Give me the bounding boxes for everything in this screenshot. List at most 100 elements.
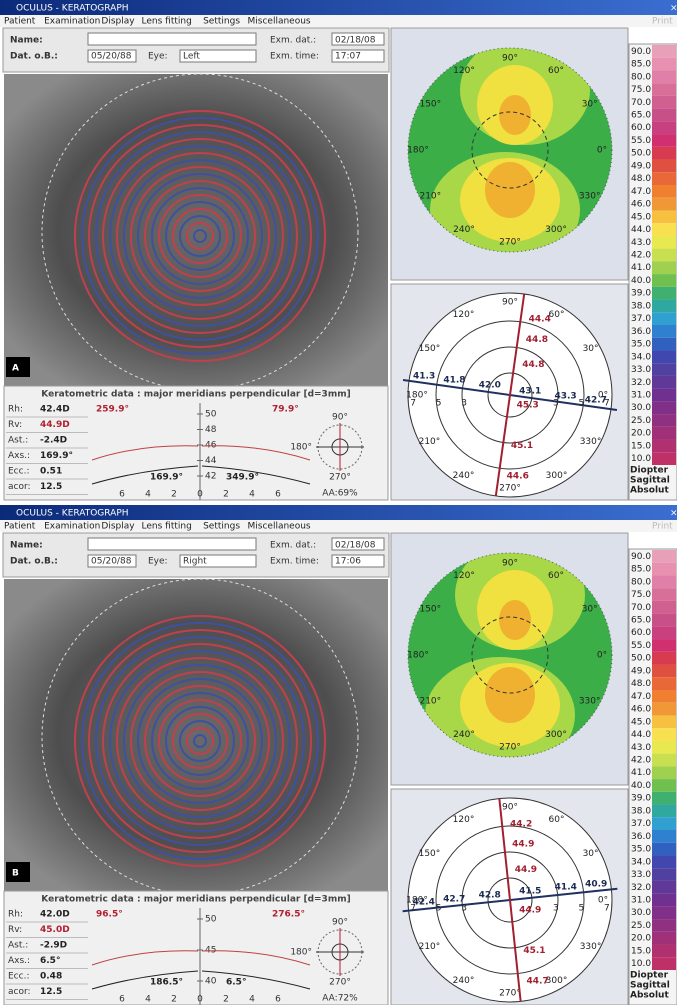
vertical-value: 44.7 [527, 977, 549, 987]
horizontal-value: 42.8 [479, 891, 501, 901]
scale-value: 39.0 [631, 794, 651, 804]
menu-item[interactable]: Display [101, 17, 135, 27]
menu-item[interactable]: Patient [4, 17, 36, 27]
scale-value: 60.0 [631, 123, 651, 133]
vertical-value: 44.9 [512, 840, 534, 850]
scale-value: 40.0 [631, 276, 651, 286]
scale-swatch [652, 249, 676, 262]
scale-swatch [652, 626, 676, 639]
angle-top-left: 259.9° [96, 405, 129, 415]
scale-value: 35.0 [631, 845, 651, 855]
scale-unit[interactable]: Absolut [630, 486, 669, 496]
menu-item[interactable]: Miscellaneous [248, 522, 311, 532]
scale-swatch [652, 665, 676, 678]
menu-item[interactable]: Lens fitting [142, 522, 192, 532]
scale-value: 33.0 [631, 870, 651, 880]
scale-swatch [652, 427, 676, 440]
map-angle-label: 330° [579, 192, 601, 202]
horizontal-value: 40.9 [585, 879, 607, 889]
scale-value: 43.0 [631, 743, 651, 753]
close-button[interactable]: × [670, 509, 677, 519]
keratograph-window: OCULUS - KERATOGRAPH×PatientExaminationD… [0, 505, 677, 1005]
scale-value: 85.0 [631, 60, 651, 70]
scale-value: 30.0 [631, 908, 651, 918]
profile-tick-label: 44 [205, 456, 217, 466]
scale-swatch [652, 134, 676, 147]
scale-value: 15.0 [631, 441, 651, 451]
scale-value: 32.0 [631, 883, 651, 893]
scale-swatch [652, 160, 676, 173]
scale-unit[interactable]: Diopter [630, 466, 669, 476]
menu-item[interactable]: Examination [44, 17, 100, 27]
menu-item[interactable]: Settings [203, 17, 240, 27]
kerato-row-value: 45.0D [40, 925, 70, 935]
scale-value: 36.0 [631, 832, 651, 842]
kerato-row-label: Rv: [8, 925, 22, 935]
scale-value: 37.0 [631, 314, 651, 324]
profile-x-label: 4 [145, 490, 151, 500]
scale-value: 44.0 [631, 730, 651, 740]
compass-label: 270° [329, 978, 351, 988]
scale-swatch [652, 83, 676, 96]
map-angle-label: 150° [419, 605, 441, 615]
map-angle-label: 240° [453, 471, 475, 481]
kerato-row-value: -2.4D [40, 436, 67, 446]
profile-x-label: 2 [223, 490, 229, 500]
scale-unit[interactable]: Absolut [630, 991, 669, 1001]
horizontal-value: 41.5 [519, 886, 541, 896]
window-title: OCULUS - KERATOGRAPH [16, 509, 129, 519]
scale-unit[interactable]: Sagittal [630, 476, 670, 486]
scale-swatch [652, 817, 676, 830]
scale-swatch [652, 868, 676, 881]
vertical-value: 44.8 [522, 360, 544, 370]
scale-unit[interactable]: Sagittal [630, 981, 670, 991]
scale-swatch [652, 452, 676, 465]
scale-swatch [652, 325, 676, 338]
name-label: Name: [10, 36, 43, 46]
scale-swatch [652, 805, 676, 818]
scale-value: 37.0 [631, 819, 651, 829]
kerato-row-label: Axs.: [8, 956, 30, 966]
menu-item[interactable]: Settings [203, 522, 240, 532]
panel-label: B [12, 869, 19, 879]
scale-unit[interactable]: Diopter [630, 971, 669, 981]
kerato-row-value: 12.5 [40, 482, 62, 492]
kerato-row-value: 6.5° [40, 956, 60, 966]
profile-x-label: 0 [197, 490, 203, 500]
ring-label: 3 [461, 399, 467, 409]
menu-item[interactable]: Examination [44, 522, 100, 532]
horizontal-value: 41.4 [555, 883, 577, 893]
print-button[interactable]: Print [652, 17, 673, 27]
close-button[interactable]: × [670, 4, 677, 14]
scale-swatch [652, 223, 676, 236]
angle-bottom-right: 349.9° [226, 473, 259, 483]
aa-label: AA:72% [322, 994, 358, 1004]
ring-label: 5 [436, 399, 442, 409]
scale-value: 90.0 [631, 47, 651, 57]
scale-swatch [652, 728, 676, 741]
menu-item[interactable]: Display [101, 522, 135, 532]
kerato-row-label: acor: [8, 987, 31, 997]
kerato-row-label: Ecc.: [8, 467, 29, 477]
map-angle-label: 60° [549, 310, 565, 320]
map-angle-label: 30° [582, 605, 598, 615]
map-angle-label: 330° [580, 437, 602, 447]
map-angle-label: 60° [548, 571, 564, 581]
scale-value: 31.0 [631, 391, 651, 401]
vertical-value: 44.9 [515, 865, 537, 875]
map-angle-label: 180° [407, 146, 429, 156]
dob-value: 05/20/88 [91, 557, 132, 567]
scale-value: 75.0 [631, 85, 651, 95]
menu-item[interactable]: Miscellaneous [248, 17, 311, 27]
scale-swatch [652, 614, 676, 627]
menu-item[interactable]: Patient [4, 522, 36, 532]
print-button[interactable]: Print [652, 522, 673, 532]
scale-swatch [652, 741, 676, 754]
kerato-row-value: 42.4D [40, 405, 70, 415]
eye-value: Left [183, 52, 200, 62]
scale-value: 70.0 [631, 603, 651, 613]
aa-label: AA:69% [322, 489, 358, 499]
menu-item[interactable]: Lens fitting [142, 17, 192, 27]
scale-swatch [652, 350, 676, 363]
